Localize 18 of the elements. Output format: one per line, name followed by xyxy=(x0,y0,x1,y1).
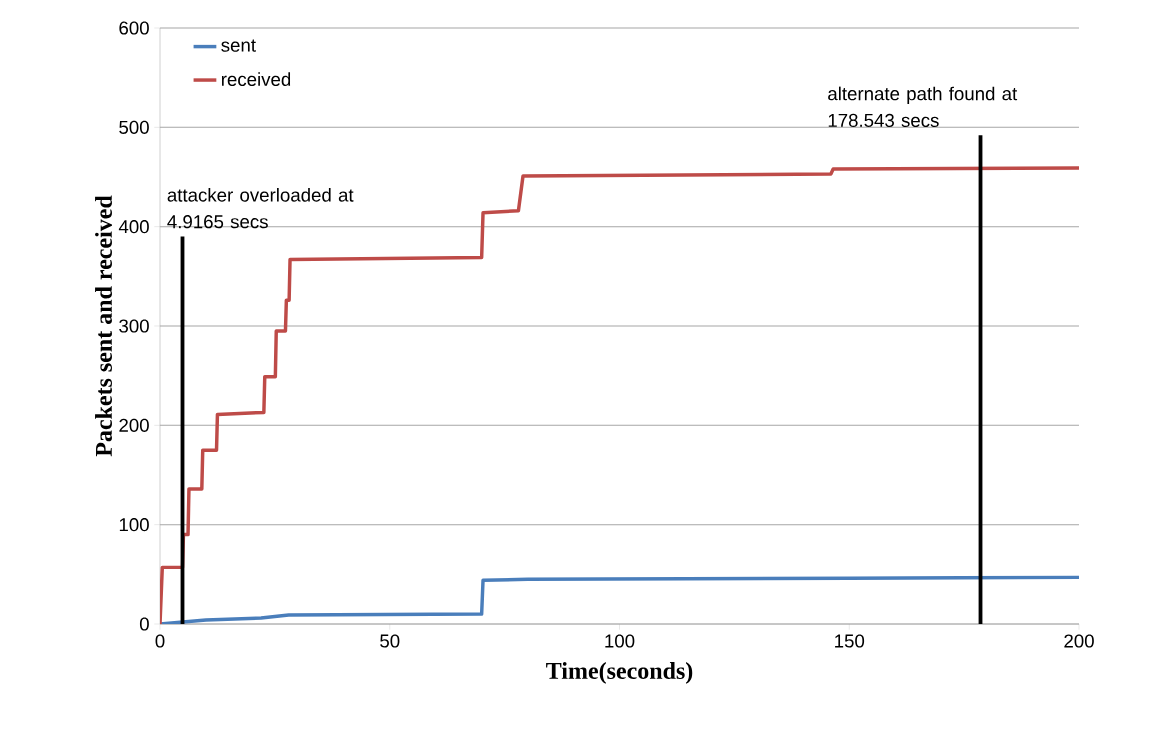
x-tick-label: 0 xyxy=(155,634,165,648)
y-tick-label: 200 xyxy=(119,418,149,432)
y-tick-label: 100 xyxy=(119,518,149,532)
ref-line-label: alternate path found at 178.543 secs xyxy=(828,86,1018,128)
x-tick-label: 50 xyxy=(380,634,400,648)
x-axis-title: Time(seconds) xyxy=(546,662,693,684)
x-tick-label: 200 xyxy=(1064,634,1094,648)
x-tick-label: 150 xyxy=(835,634,865,648)
y-tick-label: 0 xyxy=(139,617,149,631)
legend-label: sent xyxy=(221,39,256,52)
y-tick-label: 500 xyxy=(119,120,149,134)
y-tick-label: 300 xyxy=(119,319,149,333)
legend-label: received xyxy=(221,72,291,86)
x-tick-label: 100 xyxy=(605,634,635,648)
ref-line-label: attacker overloaded at 4.9165 secs xyxy=(167,187,354,229)
y-tick-label: 400 xyxy=(118,220,149,234)
y-axis-title: Packets sent and received xyxy=(95,195,112,457)
y-tick-label: 600 xyxy=(119,21,149,35)
